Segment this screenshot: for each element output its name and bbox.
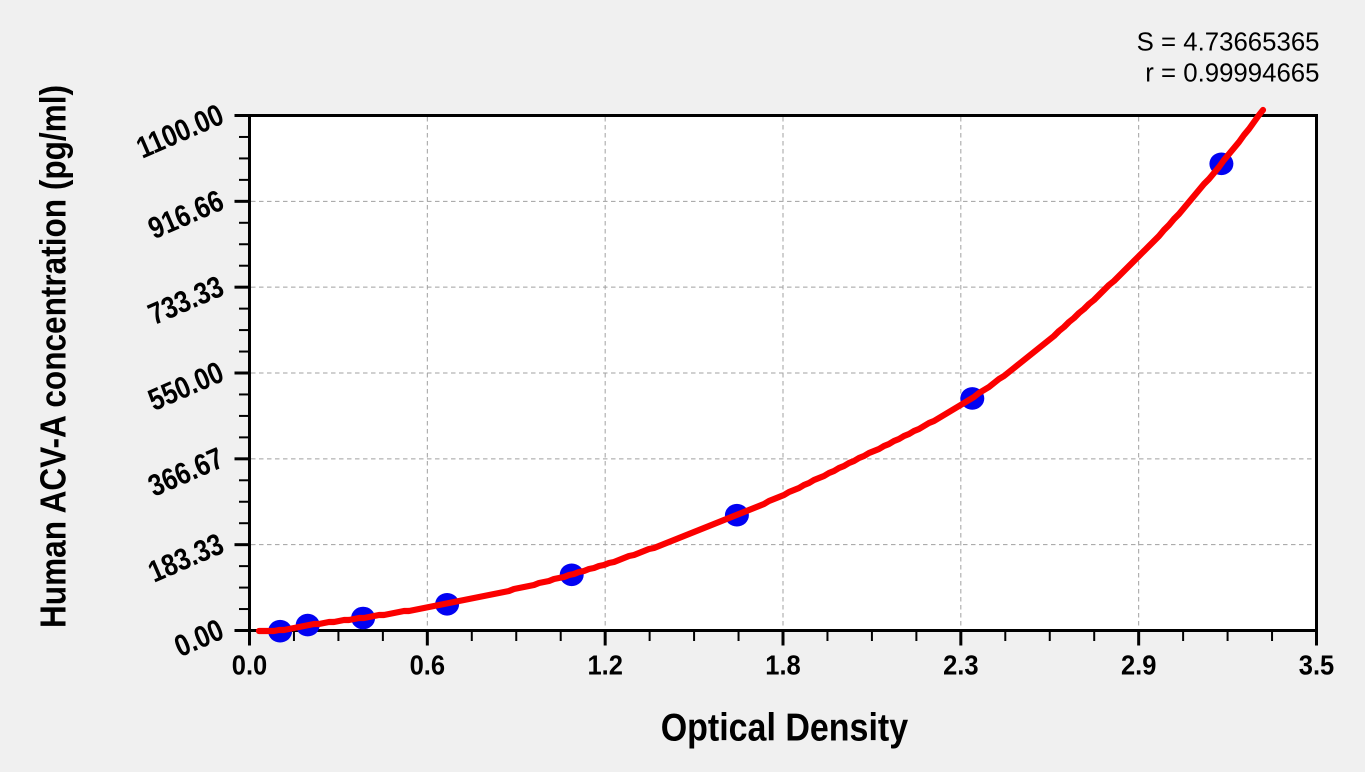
svg-text:r = 0.99994665: r = 0.99994665 [1145,57,1319,87]
svg-text:3.5: 3.5 [1299,649,1335,680]
svg-text:S = 4.73665365: S = 4.73665365 [1137,26,1320,56]
svg-text:0.6: 0.6 [410,649,445,680]
svg-text:2.3: 2.3 [943,649,978,680]
svg-text:2.9: 2.9 [1121,649,1156,680]
svg-text:Optical Density: Optical Density [661,705,909,749]
svg-text:0.0: 0.0 [232,649,267,680]
svg-text:1.8: 1.8 [765,649,801,680]
svg-text:1.2: 1.2 [587,649,622,680]
svg-text:Human ACV-A concentration (pg/: Human ACV-A concentration (pg/ml) [33,85,74,628]
